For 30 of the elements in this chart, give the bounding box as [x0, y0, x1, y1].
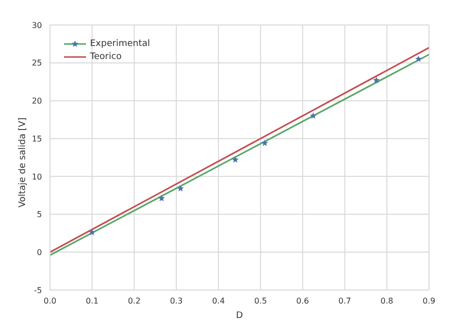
y-tick-label: 5: [36, 210, 42, 220]
y-tick-label: 0: [36, 248, 42, 257]
legend-label: Teorico: [90, 52, 122, 62]
y-axis-title: Voltaje de salida [V]: [18, 118, 28, 208]
y-tick-label: -5: [34, 286, 42, 295]
point: [373, 76, 380, 84]
y-tick-label: 30: [32, 20, 42, 30]
x-tick-label: 0.4: [212, 296, 225, 306]
legend-label: Experimental: [90, 38, 150, 48]
y-tick-label: 20: [32, 96, 42, 106]
x-tick-label: 0.6: [296, 296, 310, 306]
x-tick-label: 0.2: [128, 296, 141, 306]
point: [158, 194, 165, 202]
x-tick-label: 0.1: [86, 296, 98, 306]
x-tick-label: 0.7: [338, 296, 352, 306]
x-tick-label: 0.0: [44, 296, 56, 306]
point: [261, 140, 268, 146]
x-axis-title: D: [236, 311, 244, 321]
x-tick-label: 0.5: [254, 296, 267, 306]
x-tick-label: 0.3: [170, 296, 183, 306]
y-tick-label: 25: [32, 58, 42, 68]
point: [88, 228, 96, 236]
y-tick-label: 15: [32, 134, 42, 144]
y-tick-label: 10: [32, 172, 42, 182]
point: [177, 185, 184, 192]
point: [415, 56, 422, 62]
x-tick-label: 0.8: [380, 296, 394, 306]
point: [310, 112, 317, 119]
x-tick-label: 0.9: [422, 296, 436, 306]
point: [232, 156, 239, 163]
